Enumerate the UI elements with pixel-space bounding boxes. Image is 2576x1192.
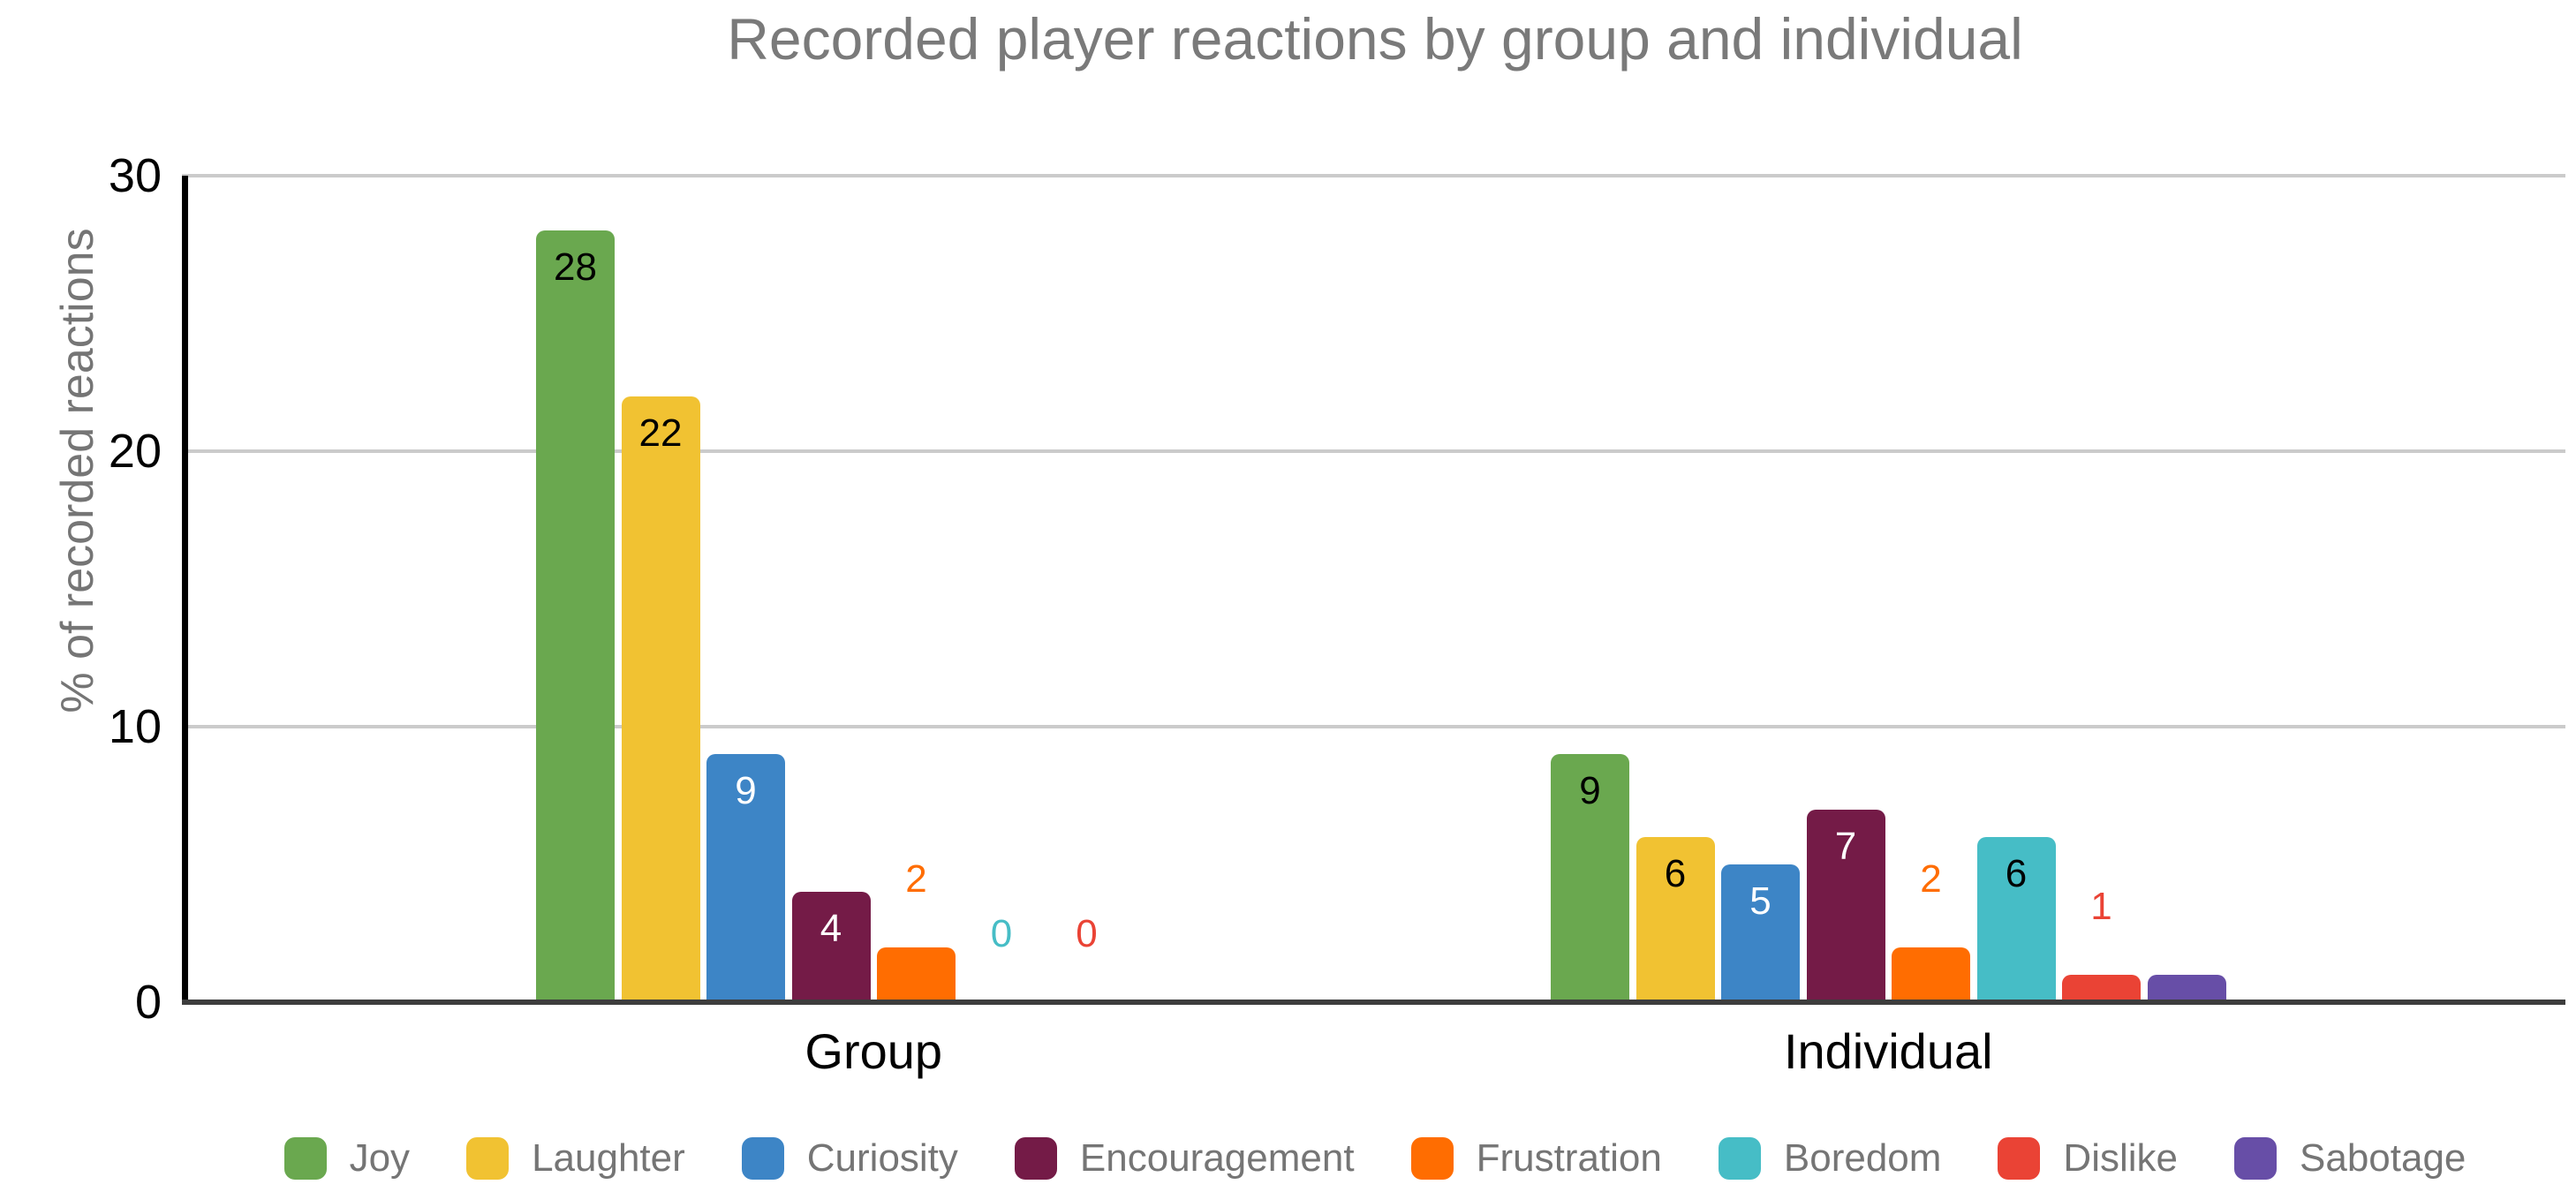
value-label-individual-boredom: 6 (2005, 851, 2028, 895)
legend-swatch-curiosity (741, 1137, 784, 1180)
y-tick-label-30: 30 (108, 149, 162, 202)
legend-swatch-frustration (1410, 1137, 1454, 1180)
legend-swatch-boredom (1718, 1137, 1761, 1180)
bar-group-curiosity (706, 754, 785, 1002)
legend-label-laughter: Laughter (532, 1136, 685, 1180)
y-axis-line (182, 176, 188, 1002)
value-label-group-curiosity: 9 (735, 769, 757, 813)
bar-group-laughter (621, 396, 700, 1002)
value-label-group-encouragement: 4 (820, 907, 842, 951)
x-category-label-group: Group (805, 1023, 943, 1079)
legend-label-sabotage: Sabotage (2300, 1136, 2466, 1180)
gridline-20 (182, 449, 2565, 453)
legend-swatch-dislike (1998, 1137, 2041, 1180)
x-category-label-individual: Individual (1783, 1023, 1993, 1079)
bar-group-encouragement (791, 892, 871, 1002)
bar-individual-dislike (2062, 974, 2141, 1002)
value-label-group-boredom: 0 (990, 912, 1013, 955)
value-label-individual-frustration: 2 (1920, 856, 1942, 901)
legend-swatch-joy (283, 1137, 327, 1180)
legend: Joy Laughter Curiosity Encouragement Frustra… (185, 1132, 2565, 1185)
legend-item-frustration: Frustration (1410, 1136, 1662, 1181)
legend-label-dislike: Dislike (2063, 1136, 2178, 1180)
legend-item-curiosity: Curiosity (741, 1136, 958, 1181)
value-label-individual-dislike: 1 (2090, 884, 2112, 928)
gridline-30 (182, 174, 2565, 177)
legend-item-joy: Joy (283, 1136, 411, 1181)
legend-swatch-encouragement (1014, 1137, 1057, 1180)
legend-label-curiosity: Curiosity (806, 1136, 958, 1180)
y-tick-label-10: 10 (108, 700, 162, 753)
bar-individual-curiosity (1721, 864, 1800, 1002)
bar-individual-encouragement (1806, 809, 1885, 1002)
legend-item-sabotage: Sabotage (2234, 1136, 2466, 1181)
legend-swatch-sabotage (2234, 1137, 2277, 1180)
bar-individual-sabotage (2147, 974, 2226, 1002)
value-label-individual-encouragement: 7 (1834, 824, 1857, 868)
legend-swatch-laughter (466, 1137, 510, 1180)
legend-item-dislike: Dislike (1998, 1136, 2178, 1181)
value-label-group-frustration: 2 (905, 856, 927, 901)
bar-individual-boredom (1976, 836, 2056, 1002)
bar-individual-frustration (1892, 947, 1970, 1002)
legend-item-laughter: Laughter (466, 1136, 685, 1181)
bar-group-frustration (877, 947, 956, 1002)
legend-label-boredom: Boredom (1783, 1136, 1942, 1180)
bar-individual-joy (1551, 754, 1629, 1002)
value-label-group-joy: 28 (554, 245, 597, 290)
chart-title: Recorded player reactions by group and i… (727, 6, 2023, 72)
value-label-group-laughter: 22 (638, 411, 683, 455)
legend-label-joy: Joy (349, 1136, 411, 1180)
value-label-individual-laughter: 6 (1664, 851, 1687, 895)
bar-individual-laughter (1635, 836, 1715, 1002)
x-axis-line (182, 1000, 2565, 1005)
legend-item-encouragement: Encouragement (1014, 1136, 1355, 1181)
y-tick-label-20: 20 (108, 425, 162, 478)
legend-label-encouragement: Encouragement (1079, 1136, 1355, 1180)
y-tick-label-0: 0 (134, 976, 162, 1029)
value-label-group-dislike: 0 (1076, 912, 1098, 955)
value-label-individual-curiosity: 5 (1749, 879, 1771, 923)
legend-label-frustration: Frustration (1476, 1136, 1662, 1180)
legend-item-boredom: Boredom (1718, 1136, 1942, 1181)
value-label-individual-joy: 9 (1579, 769, 1601, 813)
bar-group-joy (536, 230, 615, 1002)
gridline-10 (182, 725, 2565, 728)
